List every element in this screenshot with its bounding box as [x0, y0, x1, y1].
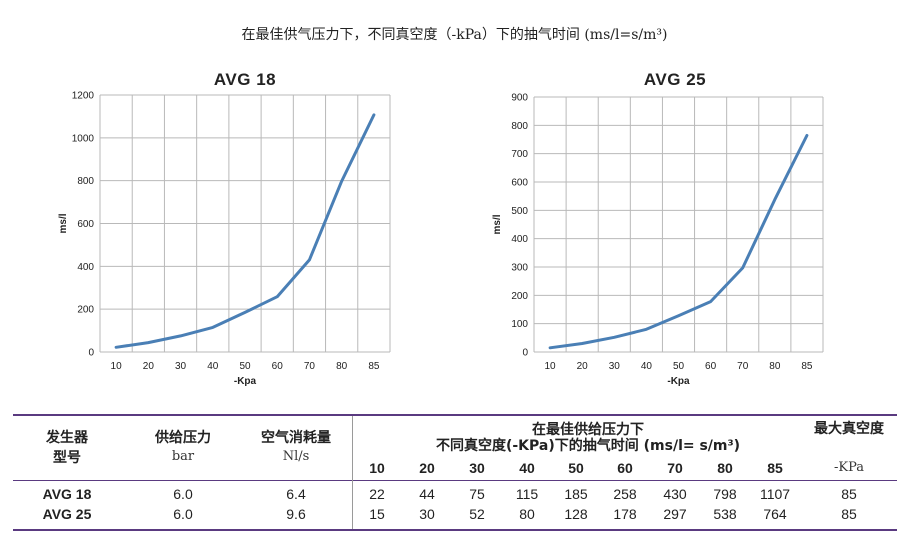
evacuation-time-cell: 178	[613, 506, 637, 522]
x-tick-label: 85	[368, 361, 380, 372]
row-max-vacuum: 85	[841, 486, 857, 502]
y-tick-label: 600	[511, 178, 528, 189]
evacuation-time-cell: 115	[515, 486, 539, 502]
vacuum-level-header: 20	[419, 460, 435, 476]
y-tick-label: 800	[77, 176, 94, 187]
x-tick-label: 40	[641, 361, 653, 372]
header-air-consumption: 空气消耗量	[261, 430, 331, 446]
evacuation-time-cell: 30	[419, 506, 435, 522]
x-tick-label: 40	[207, 361, 219, 372]
row-air: 9.6	[286, 506, 306, 522]
vacuum-level-header: 40	[519, 460, 535, 476]
x-tick-label: 30	[609, 361, 621, 372]
header-generator: 发生器	[46, 430, 88, 446]
x-tick-label: 50	[239, 361, 251, 372]
x-tick-label: 60	[705, 361, 717, 372]
y-axis-label: ms/l	[492, 214, 503, 234]
evacuation-time-cell: 52	[469, 506, 485, 522]
vacuum-level-header: 60	[617, 460, 633, 476]
x-axis-label: -Kpa	[234, 376, 257, 387]
x-tick-label: 20	[577, 361, 589, 372]
table-top-rule	[13, 414, 897, 416]
vacuum-level-header: 80	[717, 460, 733, 476]
x-tick-label: 30	[175, 361, 187, 372]
row-pressure: 6.0	[173, 486, 193, 502]
x-tick-label: 85	[801, 361, 813, 372]
performance-table: 发生器 型号 供给压力 bar 空气消耗量 Nl/s 在最佳供给压力下 不同真空…	[13, 414, 897, 532]
series-line	[548, 134, 809, 350]
header-air-unit: Nl/s	[282, 449, 310, 464]
evacuation-time-cell: 798	[713, 486, 737, 502]
y-tick-label: 900	[511, 93, 528, 104]
evacuation-time-cell: 430	[663, 486, 687, 502]
evacuation-time-cell: 538	[713, 506, 737, 522]
chart-title-avg18: AVG 18	[213, 70, 277, 89]
header-max-vacuum-unit: -KPa	[833, 460, 865, 475]
table-column-divider	[352, 416, 353, 529]
evacuation-time-cell: 22	[369, 486, 385, 502]
y-tick-label: 300	[511, 263, 528, 274]
row-air: 6.4	[286, 486, 306, 502]
evacuation-time-cell: 80	[519, 506, 535, 522]
header-evacuation-subtitle: 不同真空度(-KPa)下的抽气时间 (ms/l= s/m³)	[435, 438, 741, 454]
y-tick-label: 400	[511, 234, 528, 245]
x-tick-label: 20	[143, 361, 155, 372]
y-axis-label: ms/l	[58, 213, 69, 233]
row-max-vacuum: 85	[841, 506, 857, 522]
vacuum-level-header: 30	[469, 460, 485, 476]
x-tick-label: 70	[304, 361, 316, 372]
y-tick-label: 1200	[72, 91, 95, 102]
chart-avg25: 0 100 200 300 400 500 600 700 800 900 10 20 30 40 50 60…	[492, 93, 824, 387]
evacuation-time-cell: 44	[419, 486, 435, 502]
y-tick-label: 200	[77, 305, 94, 316]
header-max-vacuum: 最大真空度	[814, 421, 884, 437]
y-tick-label: 1000	[72, 133, 95, 144]
table-bottom-rule	[13, 529, 897, 531]
evacuation-time-cell: 75	[469, 486, 485, 502]
evacuation-time-cell: 1107	[759, 486, 791, 502]
header-pressure-unit: bar	[171, 449, 195, 464]
chart-avg18: 0 200 400 600 800 1000 1200 10 20 30 40 50 60 70 80 85 -…	[58, 91, 391, 387]
evacuation-time-cell: 297	[663, 506, 687, 522]
y-tick-label: 500	[511, 206, 528, 217]
evacuation-time-cell: 764	[763, 506, 787, 522]
evacuation-time-cell: 15	[369, 506, 385, 522]
y-tick-label: 600	[77, 219, 94, 230]
row-pressure: 6.0	[173, 506, 193, 522]
table-header-rule	[13, 480, 897, 481]
evacuation-time-cell: 185	[564, 486, 588, 502]
x-tick-label: 80	[336, 361, 348, 372]
x-tick-label: 10	[111, 361, 123, 372]
series-line	[114, 113, 376, 349]
row-model: AVG 18	[42, 486, 92, 502]
chart-title-avg25: AVG 25	[643, 70, 707, 89]
y-tick-label: 800	[511, 121, 528, 132]
vacuum-level-header: 50	[568, 460, 584, 476]
y-tick-label: 200	[511, 291, 528, 302]
evacuation-time-cell: 258	[613, 486, 637, 502]
x-tick-label: 70	[737, 361, 749, 372]
page-title: 在最佳供气压力下，不同真空度（-kPa）下的抽气时间 (ms/l=s/m³)	[241, 27, 668, 43]
vacuum-level-header: 85	[767, 460, 783, 476]
y-tick-label: 0	[522, 348, 528, 359]
x-tick-label: 60	[272, 361, 284, 372]
x-axis-label: -Kpa	[667, 376, 690, 387]
header-evacuation-time: 在最佳供给压力下	[532, 422, 644, 438]
x-tick-label: 10	[544, 361, 556, 372]
header-pressure: 供给压力	[155, 430, 211, 446]
row-model: AVG 25	[42, 506, 92, 522]
header-model: 型号	[53, 450, 81, 466]
y-tick-label: 0	[88, 348, 94, 359]
vacuum-level-header: 70	[667, 460, 683, 476]
vacuum-level-header: 10	[369, 460, 385, 476]
y-tick-label: 100	[511, 319, 528, 330]
y-tick-label: 700	[511, 149, 528, 160]
x-tick-label: 50	[673, 361, 685, 372]
y-tick-label: 400	[77, 262, 94, 273]
x-tick-label: 80	[769, 361, 781, 372]
evacuation-time-cell: 128	[564, 506, 588, 522]
